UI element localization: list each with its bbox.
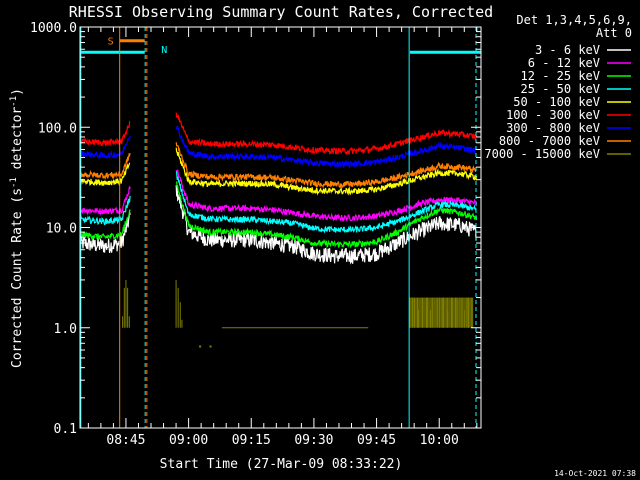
x-tick-label: 09:45 [357,433,396,448]
x-tick-label: 09:15 [232,433,271,448]
series-6-line [79,125,478,170]
series-3-line [79,171,477,234]
flag-bar-1: S [108,37,145,48]
series-1 [79,169,478,223]
y-axis-label-main: Corrected Count Rate (s [10,188,25,368]
series-0-line [79,184,477,265]
legend-entry-label: 25 - 50 keV [521,82,600,96]
x-tick-label: 09:00 [169,433,208,448]
y-tick-label: 10.0 [46,222,77,237]
series-6 [79,125,478,170]
y-axis-label-mid: detector [10,107,25,178]
series-5-line [79,112,478,156]
x-axis: 08:45 09:00 09:15 09:30 09:45 10:00 [87,27,478,448]
series-2 [79,180,478,249]
series-7-line [79,142,477,189]
series-2-line [79,180,478,249]
legend-header-2: Att 0 [596,26,632,40]
flag-bar-2: N [161,45,167,56]
legend-entry-label: 6 - 12 keV [528,56,600,70]
legend-header-1: Det 1,3,4,5,6,9, [516,13,632,27]
x-axis-label: Start Time (27-Mar-09 08:33:22) [160,457,403,472]
series-0 [79,184,477,265]
legend-entry-label: 12 - 25 keV [521,69,600,83]
series-7 [79,142,477,189]
y-axis-label-sup1: -1 [9,177,19,188]
legend-entry-label: 7000 - 15000 keV [484,147,600,161]
y-tick-label: 100.0 [38,121,77,136]
y-tick-label: 1.0 [54,322,77,337]
series-layer [79,112,478,348]
series-1-line [79,169,478,223]
legend-entry-label: 300 - 800 keV [506,121,600,135]
x-tick-label: 10:00 [420,433,459,448]
series-8 [122,279,474,329]
y-axis: 0.1 1.0 10.0 100.0 1000.0 [30,21,481,437]
footer-timestamp: 14-Oct-2021 07:38 [554,469,636,478]
x-tick-label: 09:30 [294,433,333,448]
series-3 [79,171,477,234]
series-5 [79,112,478,156]
x-tick-label: 08:45 [106,433,145,448]
y-axis-label: Corrected Count Rate (s-1 detector-1) [9,88,25,368]
legend-entry-label: 800 - 7000 keV [499,134,600,148]
legend-entry-label: 3 - 6 keV [535,43,600,57]
flag-bar-label: N [161,45,167,56]
y-axis-label-sup2: -1 [9,96,19,107]
series-4-line [79,147,478,196]
y-tick-label: 1000.0 [30,21,77,36]
legend-entry-label: 50 - 100 keV [513,95,600,109]
y-tick-label: 0.1 [54,422,77,437]
chart-title: RHESSI Observing Summary Count Rates, Co… [69,3,493,21]
y-axis-label-end: ) [10,88,25,96]
series-4 [79,147,478,196]
legend-entry-label: 100 - 300 keV [506,108,600,122]
flag-layer: SN [80,37,481,56]
flag-bar-label: S [108,37,114,48]
